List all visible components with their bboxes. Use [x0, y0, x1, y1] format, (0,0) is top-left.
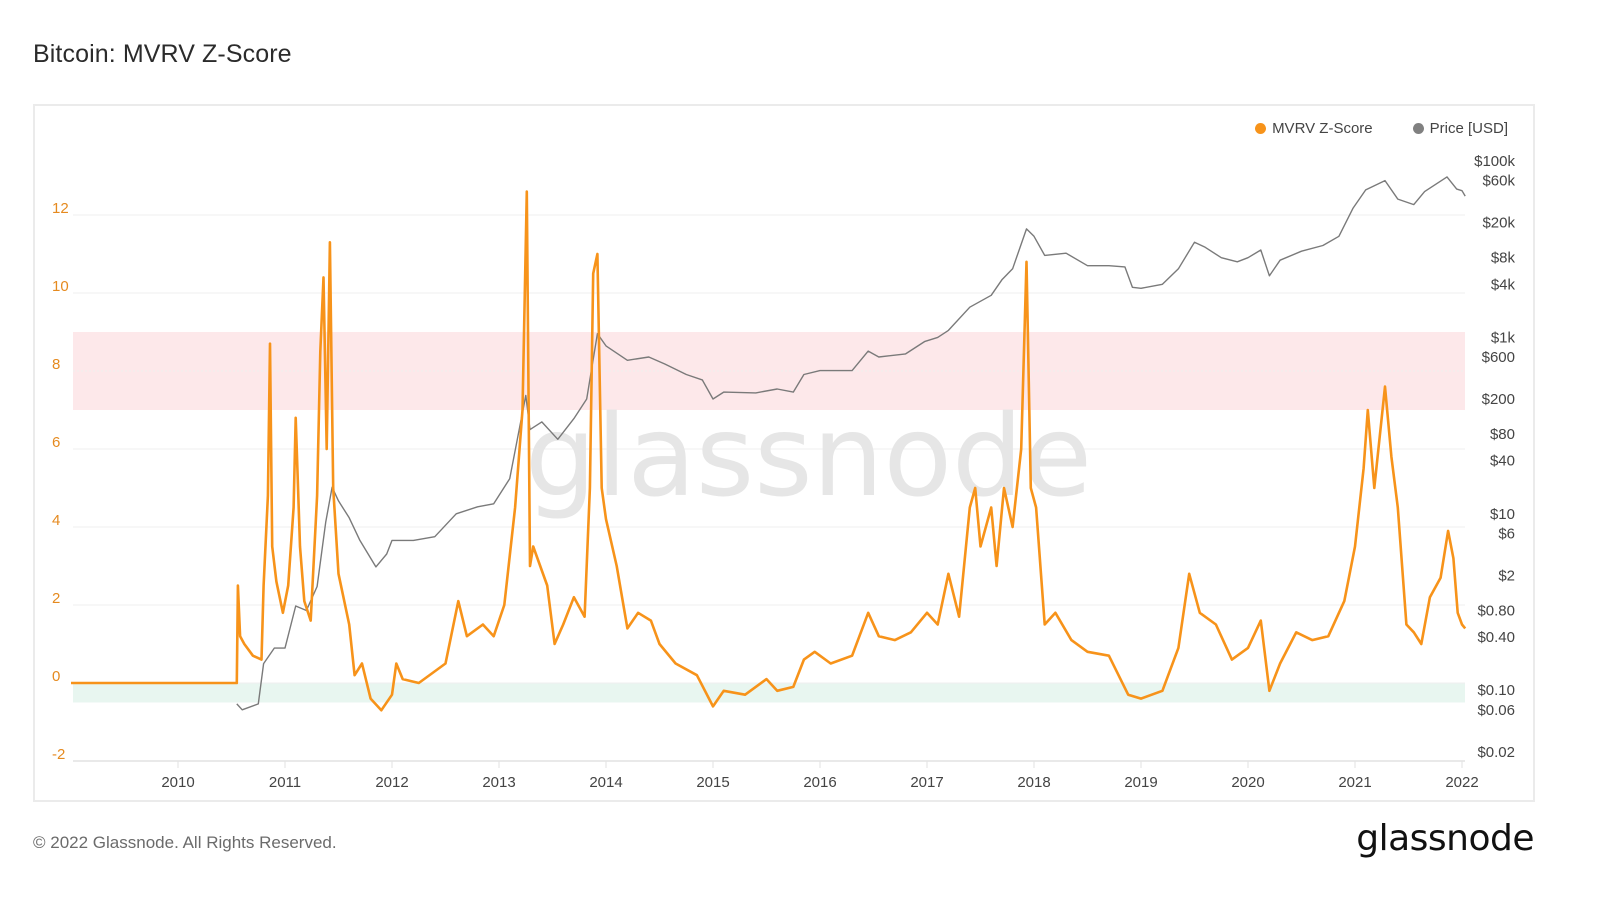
right-axis: $0.02 $0.06 $0.10 $0.40 $0.80 $2 $6 $10 $40 $80 $2… [1474, 153, 1515, 761]
zscore-line [71, 190, 1467, 712]
legend-label: MVRV Z-Score [1272, 120, 1373, 137]
x-tick-label: 2019 [1124, 774, 1157, 791]
right-tick-label: $20k [1482, 215, 1515, 232]
x-tick-label: 2015 [696, 774, 729, 791]
right-tick-label: $0.02 [1477, 744, 1515, 761]
left-tick-label: 8 [52, 356, 60, 373]
legend: MVRV Z-Score Price [USD] [1255, 120, 1508, 137]
price-series [236, 176, 1466, 711]
right-tick-label: $0.10 [1477, 682, 1515, 699]
zscore-dot-icon [1255, 123, 1267, 134]
right-tick-label: $80 [1490, 426, 1515, 443]
right-tick-label: $0.06 [1477, 702, 1515, 719]
glassnode-logo[interactable]: glassnode [1356, 818, 1534, 859]
right-tick-label: $60k [1482, 173, 1515, 190]
x-axis: 2010 2011 2012 2013 2014 2015 2016 2017 2018 2019… [161, 761, 1479, 791]
right-tick-label: $1k [1491, 329, 1516, 346]
watermark: glassnode [525, 392, 1092, 522]
left-tick-label: 4 [52, 512, 60, 529]
left-tick-label: 6 [52, 434, 60, 451]
x-tick-label: 2020 [1231, 774, 1264, 791]
right-tick-label: $600 [1482, 349, 1515, 366]
right-tick-label: $200 [1482, 391, 1515, 408]
right-tick-label: $2 [1498, 567, 1515, 584]
x-tick-label: 2018 [1017, 774, 1050, 791]
right-tick-label: $0.40 [1477, 629, 1515, 646]
zscore-series [71, 190, 1467, 712]
legend-item-price[interactable]: Price [USD] [1412, 120, 1508, 137]
x-tick-label: 2012 [375, 774, 408, 791]
copyright-text: © 2022 Glassnode. All Rights Reserved. [33, 833, 337, 852]
left-tick-label: 2 [52, 590, 60, 607]
left-axis: -2 0 2 4 6 8 10 12 [52, 200, 69, 763]
x-tick-label: 2014 [589, 774, 622, 791]
x-tick-label: 2010 [161, 774, 194, 791]
left-tick-label: 10 [52, 278, 69, 295]
x-tick-label: 2021 [1338, 774, 1371, 791]
right-tick-label: $40 [1490, 453, 1515, 470]
right-tick-label: $0.80 [1477, 603, 1515, 620]
right-tick-label: $10 [1490, 506, 1515, 523]
legend-label: Price [USD] [1429, 120, 1508, 137]
right-tick-label: $8k [1491, 250, 1516, 267]
x-tick-label: 2022 [1445, 774, 1478, 791]
right-tick-label: $4k [1491, 276, 1516, 293]
right-tick-label: $100k [1474, 153, 1515, 170]
left-tick-label: -2 [52, 746, 65, 763]
x-tick-label: 2017 [910, 774, 943, 791]
price-dot-icon [1412, 123, 1424, 134]
legend-item-zscore[interactable]: MVRV Z-Score [1255, 120, 1373, 137]
right-tick-label: $6 [1498, 525, 1515, 542]
undervalued-band [73, 683, 1465, 703]
left-tick-label: 12 [52, 200, 69, 217]
page-title: Bitcoin: MVRV Z-Score [33, 40, 292, 68]
x-tick-label: 2016 [803, 774, 836, 791]
x-tick-label: 2013 [482, 774, 515, 791]
left-tick-label: 0 [52, 668, 60, 685]
price-line [236, 176, 1466, 711]
x-tick-label: 2011 [269, 774, 301, 791]
